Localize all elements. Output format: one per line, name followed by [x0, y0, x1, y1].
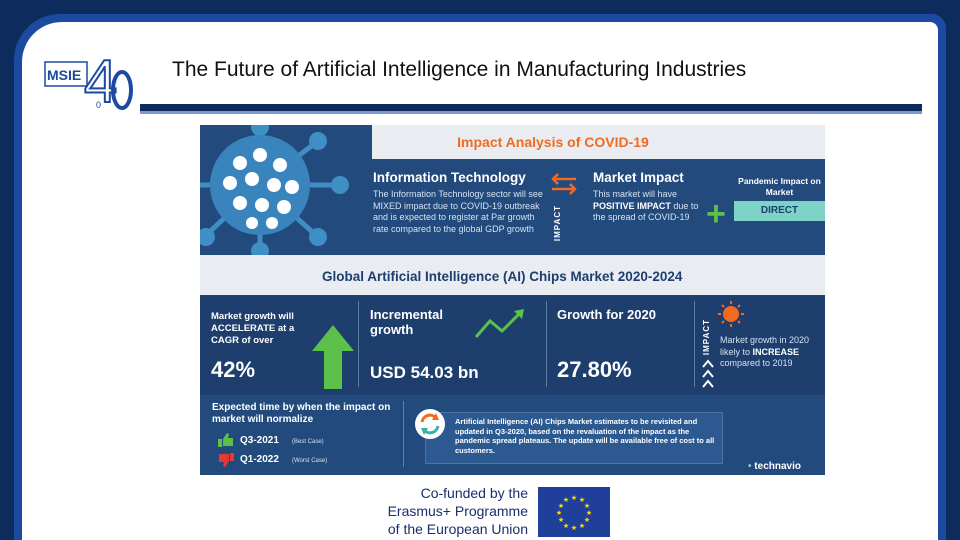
virus-icon [200, 125, 349, 255]
impact-title-box: Impact Analysis of COVID-19 [372, 125, 734, 159]
svg-text:★: ★ [558, 502, 564, 510]
cofunded-text: Co-funded by the Erasmus+ Programme of t… [362, 484, 528, 538]
logo-msie-text: MSIE [47, 67, 81, 83]
section-divider [694, 301, 695, 387]
technavio-dot: • [748, 461, 752, 472]
growth-2020-heading: Growth for 2020 [557, 307, 656, 322]
pandemic-impact-label: Pandemic Impact on Market [738, 176, 821, 197]
title-underline [140, 104, 922, 111]
market-impact-text: This market will have POSITIVE IMPACT du… [593, 189, 703, 224]
impact-analysis-title: Impact Analysis of COVID-19 [457, 134, 649, 150]
thumbs-up-icon [218, 433, 233, 447]
svg-text:★: ★ [584, 502, 590, 510]
note-text: Artificial Intelligence (AI) Chips Marke… [455, 417, 715, 455]
thumbs-down-icon [219, 453, 234, 467]
best-case-label: (Best Case) [292, 439, 324, 445]
pandemic-impact-value: DIRECT [734, 201, 825, 221]
chips-market-band: Global Artificial Intelligence (AI) Chip… [200, 255, 825, 295]
market-impact-text-after: due to the spread of COVID-19 [593, 200, 699, 223]
exchange-arrows-icon [551, 173, 577, 195]
section-divider [358, 301, 359, 387]
bottom-divider [403, 401, 404, 467]
refresh-icon [415, 409, 445, 439]
eu-flag-icon: ★ ★★ ★★★ ★★★ ★★★ [538, 487, 610, 537]
information-technology-heading: Information Technology [373, 170, 526, 185]
information-technology-text: The Information Technology sector will s… [373, 189, 543, 234]
impact-vertical-label: IMPACT [553, 205, 562, 242]
cofunded-line-1: Co-funded by the [420, 485, 528, 501]
note-box [425, 412, 723, 464]
svg-text:★: ★ [556, 509, 562, 517]
svg-text:★: ★ [571, 524, 577, 532]
increase-highlight: INCREASE [752, 346, 800, 357]
positive-impact-highlight: POSITIVE IMPACT [593, 200, 671, 211]
svg-text:★: ★ [586, 509, 592, 517]
plus-icon: + [706, 195, 726, 233]
svg-text:★: ★ [571, 494, 577, 502]
market-impact-heading: Market Impact [593, 170, 684, 185]
incremental-growth-heading: Incremental growth [370, 307, 443, 337]
market-growth-2020-after: compared to 2019 [720, 358, 793, 368]
growth-2020-value: 27.80% [557, 357, 632, 382]
slide-title: The Future of Artificial Intelligence in… [172, 58, 747, 81]
market-growth-2020-before: Market growth in 2020 likely to [720, 335, 810, 357]
technavio-logo: • technavio [748, 461, 801, 472]
title-underline-light [140, 111, 922, 114]
worst-case-label: (Worst Case) [292, 458, 328, 464]
best-case-quarter: Q3-2021 [240, 435, 279, 446]
incremental-growth-value: USD 54.03 bn [370, 363, 479, 382]
section-divider [546, 301, 547, 387]
cofunded-line-3: of the European Union [387, 521, 528, 537]
logo-small-zero-text: 0 [96, 100, 101, 110]
expected-time-text: Expected time by when the impact on mark… [212, 402, 391, 425]
svg-text:★: ★ [584, 516, 590, 524]
market-growth-2020-text: Market growth in 2020 likely to INCREASE… [720, 335, 824, 370]
chevron-up-stack-icon [702, 359, 714, 388]
chips-market-title: Global Artificial Intelligence (AI) Chip… [322, 269, 683, 284]
top-right-panel [734, 125, 825, 159]
cagr-value: 42% [211, 357, 256, 382]
msie-4-0-logo: MSIE 4 0 [44, 47, 133, 112]
svg-text:★: ★ [579, 522, 585, 530]
impact-vertical-label-2: IMPACT [702, 319, 711, 356]
sun-icon [718, 301, 744, 327]
svg-text:★: ★ [579, 496, 585, 504]
up-arrow-icon [312, 325, 354, 389]
svg-text:★: ★ [563, 496, 569, 504]
cofunded-line-2: Erasmus+ Programme [387, 503, 528, 519]
infographic-content: Information Technology The Information T… [200, 125, 825, 475]
worst-case-quarter: Q1-2022 [240, 454, 279, 465]
svg-text:★: ★ [563, 522, 569, 530]
logo-four-text: 4 [84, 48, 117, 112]
svg-text:★: ★ [558, 516, 564, 524]
market-growth-text: Market growth will ACCELERATE at a CAGR … [211, 311, 295, 346]
market-impact-text-before: This market will have [593, 189, 678, 199]
technavio-name: technavio [754, 461, 801, 472]
trend-up-icon [474, 309, 524, 338]
